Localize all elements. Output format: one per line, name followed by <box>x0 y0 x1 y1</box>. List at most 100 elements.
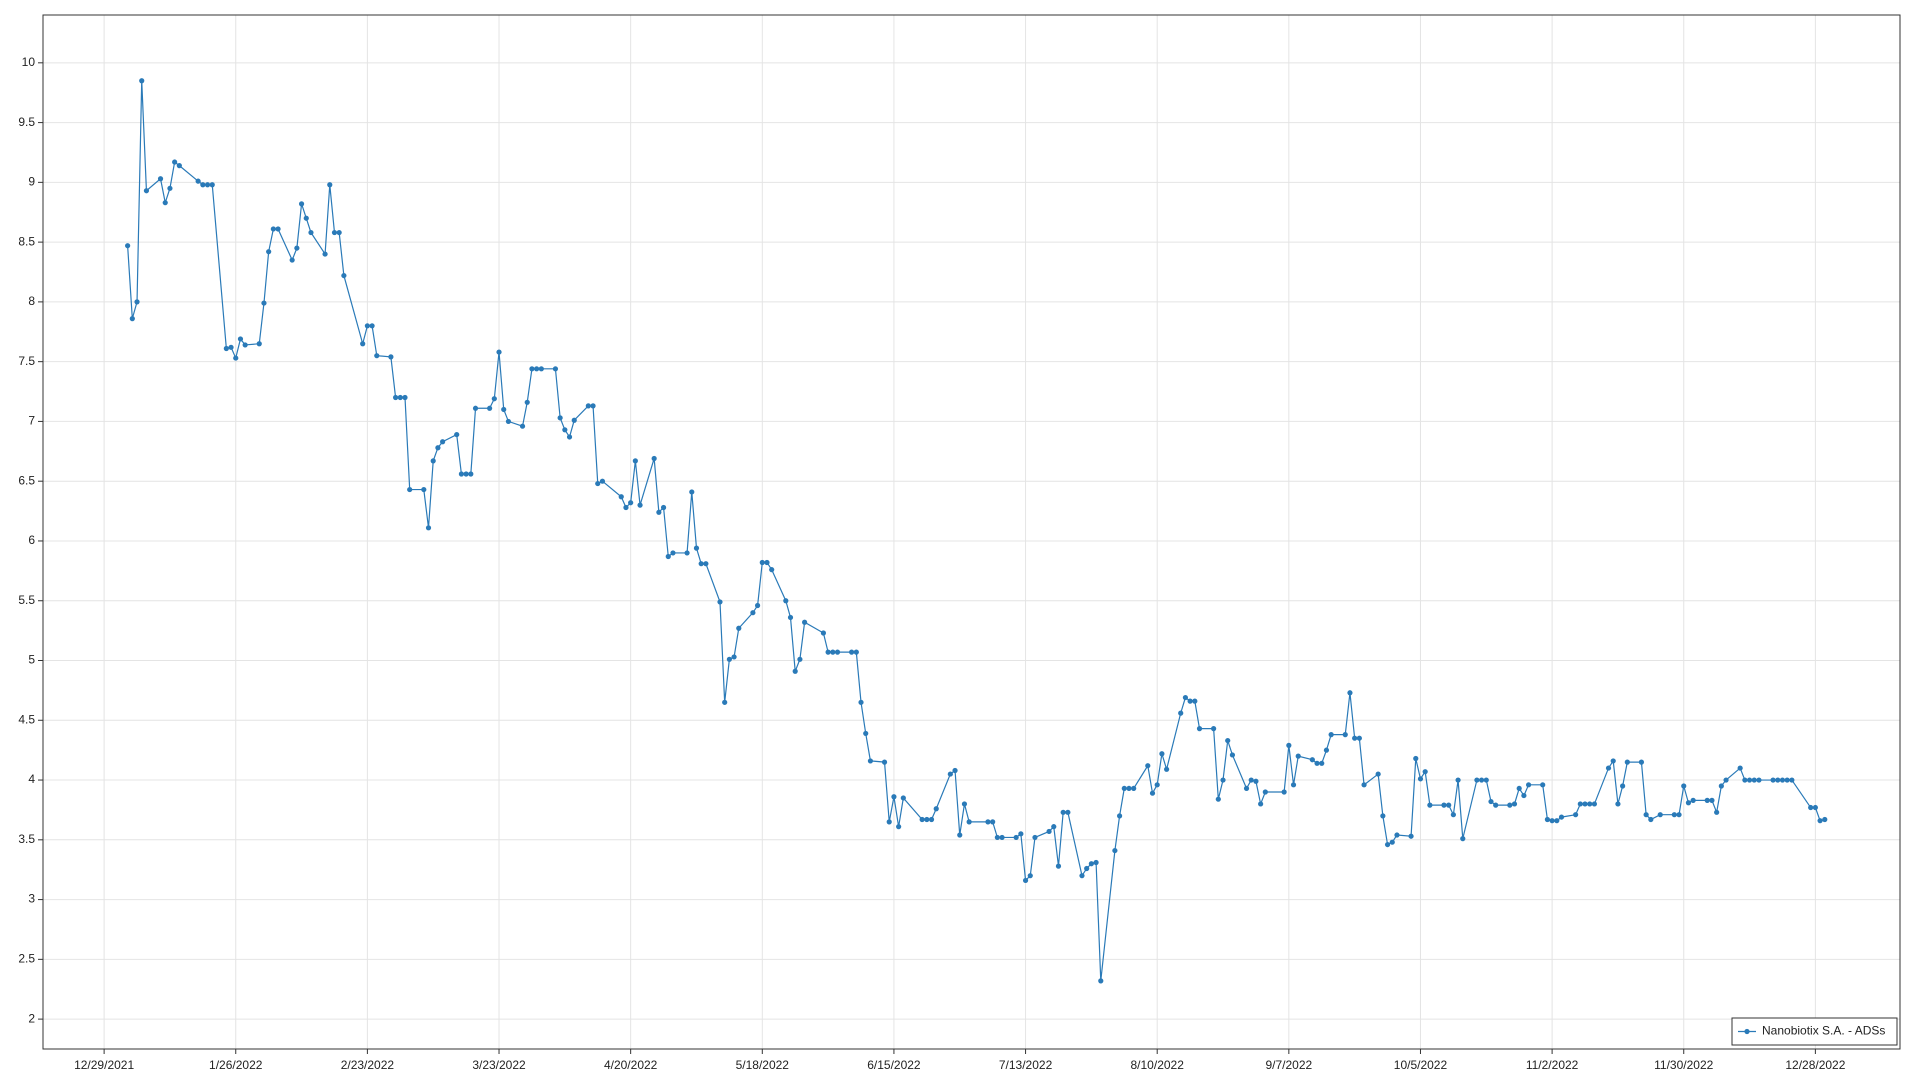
data-point <box>341 272 347 279</box>
data-point <box>1149 790 1156 796</box>
data-point <box>896 824 902 830</box>
data-point <box>1229 752 1236 758</box>
y-tick-label: 4.5 <box>18 712 35 726</box>
data-point <box>1361 782 1367 788</box>
data-point <box>990 819 996 825</box>
x-tick-label: 4/20/2022 <box>604 1058 658 1072</box>
data-point <box>722 699 728 705</box>
data-point <box>1055 863 1062 869</box>
data-point <box>1126 785 1132 792</box>
data-point <box>1389 839 1395 845</box>
data-point <box>1657 812 1663 818</box>
data-point <box>731 654 737 660</box>
data-point <box>1248 777 1254 783</box>
data-point <box>209 182 215 188</box>
data-point <box>1685 800 1692 806</box>
data-point <box>637 502 643 508</box>
data-point <box>585 403 591 409</box>
data-point <box>919 816 925 823</box>
data-point <box>534 366 540 372</box>
data-point <box>425 525 432 531</box>
data-point <box>933 806 939 812</box>
data-point <box>143 188 150 194</box>
data-point <box>557 415 563 421</box>
data-point <box>1474 777 1480 783</box>
data-point <box>1709 797 1715 803</box>
data-point <box>665 553 671 560</box>
data-point <box>1507 802 1513 808</box>
data-point <box>632 458 638 464</box>
data-point <box>176 163 182 169</box>
data-point <box>308 229 314 236</box>
data-point <box>195 178 201 184</box>
data-point <box>172 159 178 165</box>
data-point <box>684 550 690 556</box>
data-point <box>1751 777 1757 783</box>
data-point <box>392 394 399 401</box>
data-point <box>562 427 568 433</box>
data-point <box>759 559 765 566</box>
data-point <box>698 561 704 567</box>
data-point <box>228 344 234 350</box>
y-tick-label: 4 <box>28 772 35 786</box>
data-point <box>1192 698 1198 704</box>
data-point <box>820 630 827 636</box>
data-point <box>656 509 662 515</box>
data-point <box>529 366 535 372</box>
data-point <box>1347 690 1353 696</box>
data-point <box>204 182 211 188</box>
data-point <box>1558 814 1565 820</box>
data-point <box>1225 737 1231 744</box>
data-point <box>223 345 229 352</box>
data-point <box>487 405 493 411</box>
data-point <box>1413 755 1419 762</box>
data-point <box>237 336 244 342</box>
data-point <box>538 366 544 372</box>
data-point <box>1723 777 1729 783</box>
data-point <box>717 599 723 605</box>
data-point <box>1737 765 1743 771</box>
data-point <box>566 434 573 440</box>
data-point <box>928 816 935 823</box>
data-point <box>167 185 173 191</box>
data-point <box>1319 760 1325 766</box>
data-point <box>1380 813 1386 819</box>
data-point <box>595 480 601 487</box>
data-point <box>1676 812 1682 818</box>
data-point <box>858 699 864 705</box>
data-point <box>129 316 135 322</box>
data-point <box>505 418 512 425</box>
data-point <box>825 649 831 655</box>
data-point <box>1032 834 1038 841</box>
data-point <box>162 200 168 206</box>
data-point <box>1088 861 1094 867</box>
x-tick-label: 3/23/2022 <box>472 1058 526 1072</box>
data-point <box>1422 769 1428 775</box>
data-point <box>1314 760 1320 766</box>
data-point <box>1164 766 1170 772</box>
data-point <box>1013 834 1019 841</box>
data-point <box>726 656 732 662</box>
data-point <box>1027 873 1033 879</box>
data-point <box>1408 833 1414 839</box>
data-point <box>1211 726 1217 732</box>
data-point <box>1554 818 1560 824</box>
data-point <box>1624 759 1630 765</box>
data-point <box>1671 812 1677 818</box>
data-point <box>1187 698 1193 704</box>
data-point <box>331 229 338 236</box>
data-point <box>1516 785 1522 792</box>
data-point <box>623 504 629 511</box>
data-point <box>1681 783 1687 789</box>
data-point <box>834 649 841 655</box>
data-point <box>628 500 634 506</box>
x-tick-label: 12/28/2022 <box>1785 1058 1845 1072</box>
data-point <box>1112 847 1118 854</box>
data-point <box>1116 813 1123 819</box>
data-point <box>764 559 770 566</box>
data-point <box>242 342 248 348</box>
data-point <box>900 795 906 801</box>
data-point <box>1718 783 1724 789</box>
data-point <box>660 504 667 511</box>
data-point <box>985 819 991 825</box>
